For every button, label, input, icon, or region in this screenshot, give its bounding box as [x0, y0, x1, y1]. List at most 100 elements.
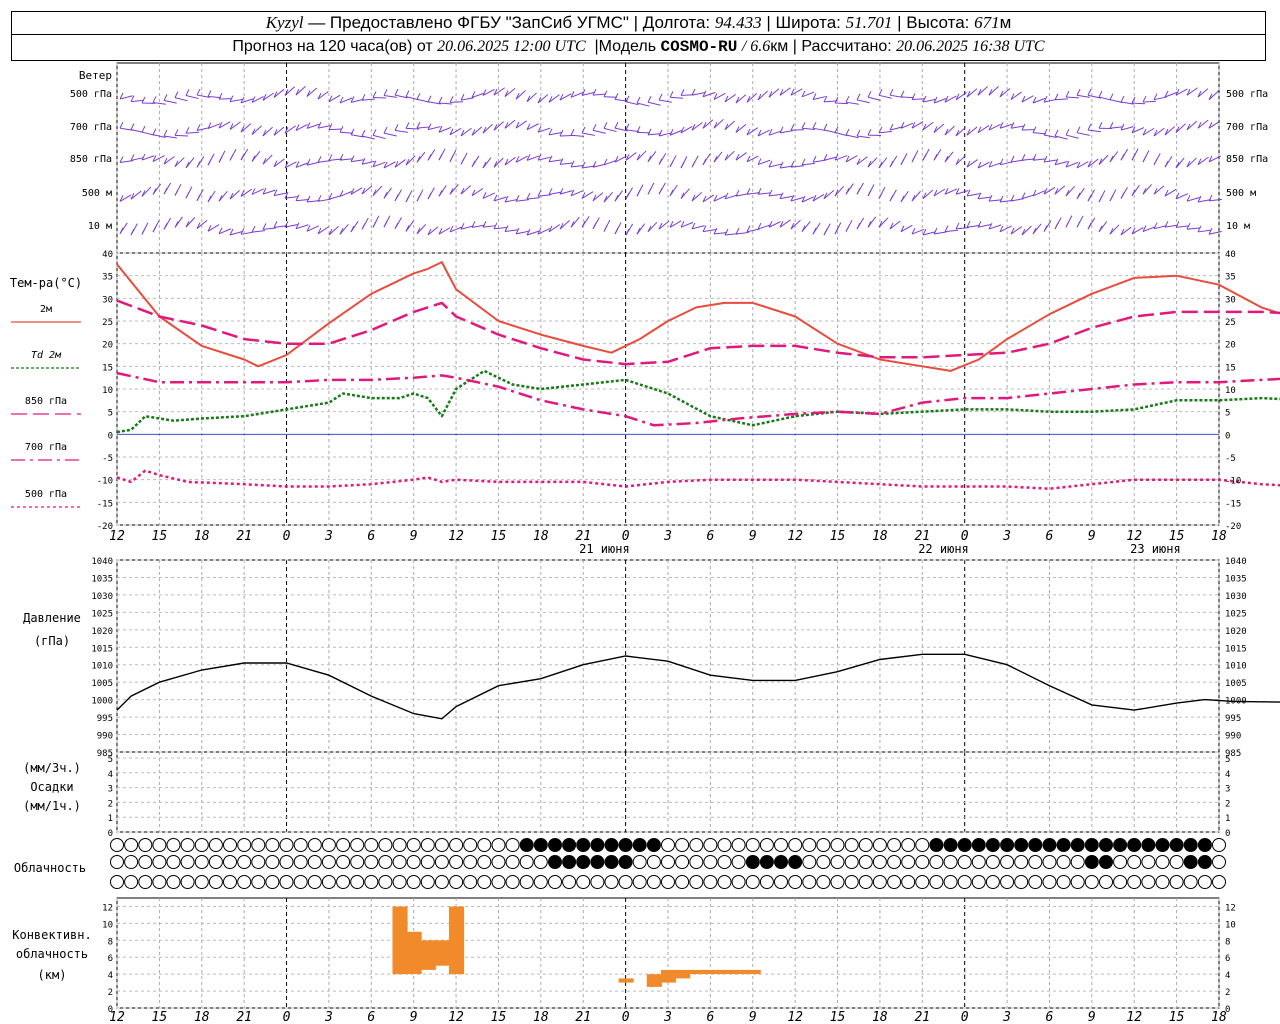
wind-barb	[647, 133, 661, 136]
wind-barb	[658, 132, 672, 137]
cloud-cover-marker	[1099, 838, 1113, 852]
wind-barb-feather	[790, 123, 795, 131]
wind-barb-feather	[1087, 222, 1092, 230]
wind-level-label: 500 гПа	[70, 89, 112, 100]
wind-barb	[339, 223, 349, 235]
pressure-tick-right: 1010	[1225, 662, 1247, 672]
date-label: 22 июня	[918, 542, 969, 556]
wind-title: Ветер	[79, 69, 112, 82]
cloud-cover-marker	[759, 838, 774, 852]
cloud-cover-marker	[208, 855, 223, 869]
wind-barb-feather	[548, 225, 553, 233]
model-label: |Модель	[594, 38, 657, 55]
wind-barb-feather	[196, 124, 201, 131]
wind-barb-feather	[614, 121, 619, 129]
wind-barb-feather	[152, 128, 157, 135]
cloud-cover-marker	[223, 855, 237, 869]
wind-barb-feather	[405, 90, 410, 97]
wind-barb-feather	[856, 93, 861, 101]
wind-barb-feather	[460, 158, 465, 165]
convective-bar	[392, 906, 408, 975]
wind-barb	[482, 192, 495, 199]
wind-barb-feather	[207, 122, 212, 129]
cloud-cover-marker	[1183, 855, 1198, 869]
wind-barb-feather	[350, 225, 355, 233]
wind-barb-feather	[845, 188, 850, 195]
wind-barb	[174, 134, 189, 137]
wind-barb	[1032, 132, 1046, 135]
cloud-cover-marker	[279, 838, 294, 852]
wind-barb-feather	[1087, 89, 1092, 96]
wind-barb-feather	[1087, 194, 1092, 202]
wind-barb-feather	[229, 228, 234, 236]
cloud-cover-marker	[378, 875, 393, 889]
wind-barb-feather	[746, 155, 751, 163]
wind-barb	[713, 92, 726, 100]
wind-barb	[944, 188, 958, 195]
wind-barb-feather	[922, 154, 927, 161]
wind-barb-feather	[207, 225, 212, 232]
wind-barb-feather	[735, 227, 740, 235]
wind-barb	[779, 130, 793, 134]
wind-barb-feather	[823, 123, 828, 131]
wind-barb-feather	[471, 91, 476, 98]
cloud-cover-marker	[731, 875, 746, 889]
wind-barb-feather	[262, 187, 267, 195]
wind-barb-feather	[559, 93, 564, 101]
wind-barb	[977, 223, 991, 228]
cloud-cover-marker	[420, 855, 435, 869]
wind-barb	[515, 155, 528, 163]
cloud-cover-marker	[844, 838, 859, 852]
wind-barb	[867, 157, 878, 168]
cloud-cover-marker	[1042, 855, 1057, 869]
wind-barb-feather	[482, 220, 487, 228]
cloud-cover-marker	[434, 855, 449, 869]
cloud-cover-marker	[251, 875, 266, 889]
wind-barb	[944, 125, 955, 136]
x-tick-label-bottom: 15	[491, 1010, 507, 1024]
wind-barb	[1021, 194, 1035, 200]
cloud-cover-marker	[901, 855, 916, 869]
cloud-cover-marker	[449, 855, 464, 869]
wind-barb-feather	[658, 93, 663, 101]
precip-unit-2: (мм/1ч.)	[23, 799, 81, 813]
wind-barb-feather	[350, 128, 355, 135]
cloud-cover-marker	[321, 875, 336, 889]
wind-barb	[768, 221, 781, 228]
wind-barb-feather	[1076, 192, 1081, 200]
wind-barb	[999, 88, 1011, 98]
wind-barb	[922, 98, 936, 103]
wind-barb-feather	[493, 222, 498, 230]
wind-barb	[911, 190, 921, 202]
wind-barb	[218, 121, 231, 129]
wind-barb-feather	[1131, 189, 1136, 197]
wind-barb-feather	[218, 195, 223, 202]
wind-barb	[966, 193, 980, 197]
wind-barb	[1043, 98, 1057, 103]
wind-barb	[339, 190, 353, 197]
cloud-cover-marker	[491, 838, 506, 852]
wind-barb	[493, 87, 506, 96]
wind-barb	[196, 127, 210, 132]
wind-barb-feather	[966, 160, 971, 168]
wind-barb-feather	[790, 222, 795, 230]
wind-barb-feather	[295, 194, 300, 202]
cloud-cover-marker	[166, 855, 181, 869]
wind-barb	[570, 164, 584, 168]
cloud-cover-marker	[505, 875, 520, 889]
wind-barb	[218, 228, 232, 235]
cloud-cover-marker	[1155, 875, 1170, 889]
cloud-cover-marker	[703, 855, 718, 869]
wind-barb-feather	[1098, 225, 1103, 233]
wind-barb-feather	[636, 227, 641, 235]
wind-barb	[702, 228, 716, 233]
wind-barb-feather	[185, 89, 190, 96]
wind-barb	[966, 88, 978, 98]
station-name: Kyzyl	[265, 13, 304, 32]
wind-barb	[1054, 98, 1069, 101]
wind-barb	[339, 158, 353, 161]
wind-barb-feather	[350, 96, 355, 103]
wind-barb	[416, 98, 430, 103]
wind-barb-feather	[559, 187, 564, 195]
cloud-cover-marker	[1000, 855, 1015, 869]
